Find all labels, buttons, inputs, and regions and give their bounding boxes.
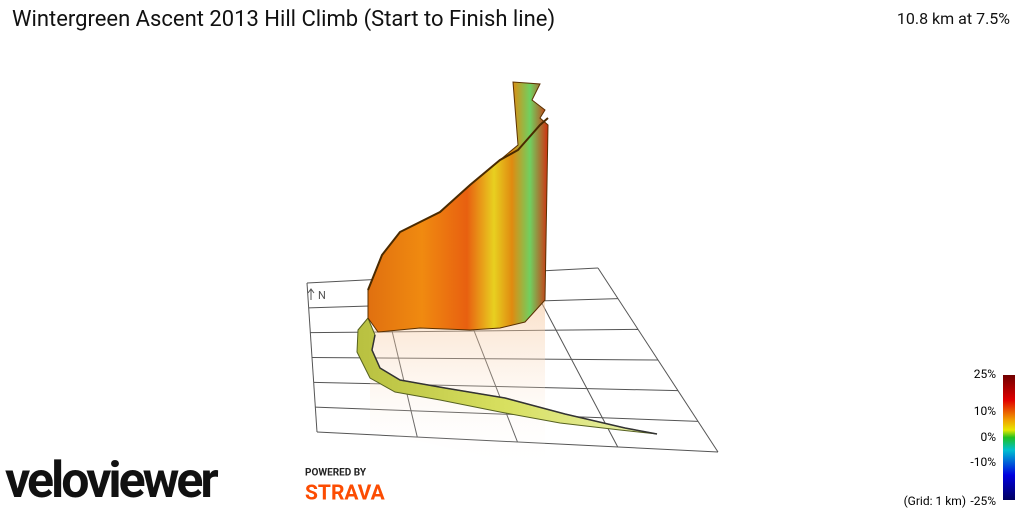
logo: veloviewer <box>5 452 218 510</box>
legend-label: 25% <box>974 367 996 381</box>
legend-label: -10% <box>970 455 996 469</box>
reflection <box>370 300 545 470</box>
grid-note: (Grid: 1 km) <box>904 494 966 508</box>
route-line <box>371 334 658 435</box>
route-high-wall <box>367 81 549 333</box>
stats: 10.8 km at 7.5% <box>897 9 1010 28</box>
legend-label: 0% <box>980 430 996 444</box>
powered-by: POWERED BY <box>305 468 367 479</box>
legend-label: -25% <box>970 494 996 508</box>
title: Wintergreen Ascent 2013 Hill Climb (Star… <box>12 7 555 32</box>
route-top-edge <box>367 117 549 291</box>
gradient-scale <box>1003 375 1015 500</box>
strava: STRAVA <box>305 482 386 506</box>
compass: N <box>318 289 326 302</box>
compass-arrow <box>307 288 315 300</box>
legend-label: 10% <box>974 404 996 418</box>
